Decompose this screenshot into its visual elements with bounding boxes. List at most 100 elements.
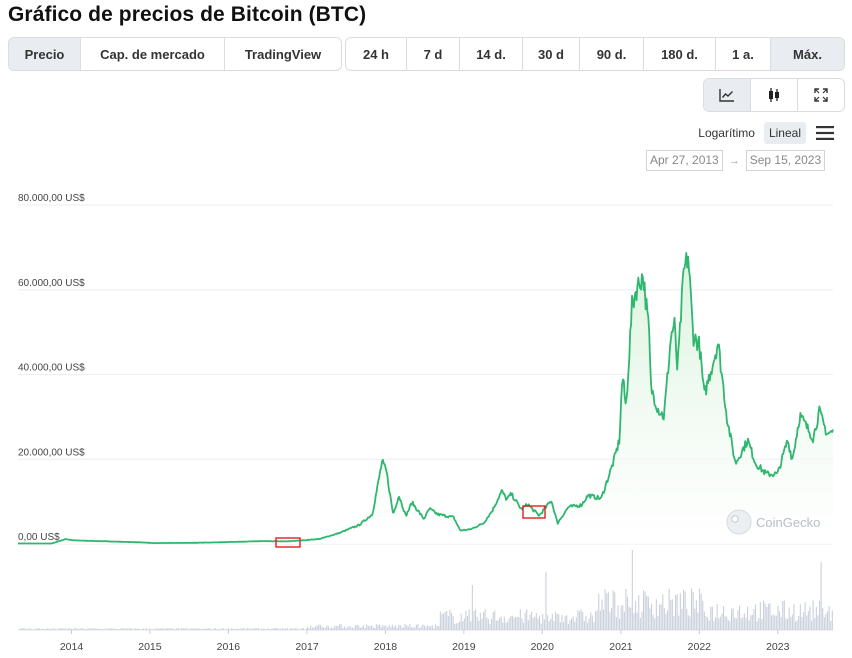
date-to-input[interactable]: Sep 15, 2023: [745, 150, 826, 171]
volume-bar: [311, 627, 313, 630]
volume-bar: [710, 606, 712, 630]
tab-14d[interactable]: 14 d.: [460, 38, 523, 70]
volume-bar: [444, 611, 446, 630]
volume-bar: [269, 629, 271, 630]
hamburger-menu-icon[interactable]: [816, 126, 834, 140]
volume-bar: [242, 628, 244, 630]
volume-bar: [319, 624, 321, 630]
volume-bar: [125, 628, 127, 630]
volume-bar: [534, 616, 536, 630]
tab-1y[interactable]: 1 a.: [716, 38, 771, 70]
volume-bar: [694, 608, 696, 630]
volume-bar: [61, 628, 63, 630]
volume-bar: [112, 628, 114, 630]
volume-bar: [671, 599, 673, 630]
volume-bar: [591, 615, 593, 630]
volume-bar: [783, 600, 785, 630]
volume-bar: [785, 618, 787, 630]
volume-bar: [114, 629, 116, 630]
volume-bar: [569, 620, 571, 630]
linear-scale-option[interactable]: Lineal: [763, 122, 806, 144]
volume-bar: [726, 616, 728, 630]
volume-bar: [639, 617, 641, 630]
volume-bar: [511, 615, 513, 630]
volume-bar: [615, 617, 617, 630]
volume-bar: [184, 628, 186, 630]
volume-bar: [298, 629, 300, 630]
volume-bar: [551, 613, 553, 630]
volume-bar: [531, 611, 533, 630]
volume-bar: [224, 629, 226, 630]
x-tick-label: 2021: [609, 641, 633, 653]
tab-7d[interactable]: 7 d: [407, 38, 460, 70]
volume-bar: [673, 616, 675, 630]
volume-bar: [609, 612, 611, 630]
volume-bar: [403, 627, 405, 630]
volume-bar: [419, 628, 421, 630]
volume-bar: [321, 626, 323, 630]
tab-30d[interactable]: 30 d: [523, 38, 580, 70]
volume-bar: [361, 626, 363, 630]
tab-tradingview[interactable]: TradingView: [244, 46, 322, 62]
volume-bar: [438, 626, 440, 630]
volume-bar: [218, 628, 220, 630]
volume-bar: [780, 617, 782, 630]
volume-bar: [630, 607, 632, 630]
y-tick-label: 60.000,00 US$: [18, 278, 85, 289]
volume-bar: [750, 615, 752, 630]
tab-180d[interactable]: 180 d.: [644, 38, 716, 70]
volume-bar: [22, 628, 24, 630]
tab-market-cap[interactable]: Cap. de mercado: [81, 38, 225, 70]
volume-bar: [40, 628, 42, 630]
volume-bar: [306, 628, 308, 630]
volume-bar: [481, 618, 483, 630]
log-scale-option[interactable]: Logarítimo: [698, 126, 755, 140]
volume-bar: [85, 629, 87, 630]
volume-bar: [126, 628, 128, 630]
tab-90d[interactable]: 90 d.: [580, 38, 644, 70]
volume-bar: [390, 626, 392, 630]
tab-24h[interactable]: 24 h: [346, 38, 407, 70]
volume-bar: [699, 588, 701, 630]
tab-max[interactable]: Máx.: [771, 38, 844, 70]
volume-bar: [262, 628, 264, 630]
range-tab-group: 24 h 7 d 14 d. 30 d 90 d. 180 d. 1 a. Má…: [345, 37, 845, 71]
volume-bar: [740, 618, 742, 630]
volume-bar: [767, 603, 769, 630]
volume-bar: [467, 616, 469, 630]
volume-bar: [505, 622, 507, 630]
candlestick-button[interactable]: [751, 79, 798, 111]
volume-bar: [547, 615, 549, 630]
x-tick-label: 2023: [766, 641, 790, 653]
volume-bar: [524, 612, 526, 630]
volume-bar: [668, 588, 670, 630]
volume-bar: [202, 629, 204, 630]
volume-bar: [275, 628, 277, 630]
date-from-input[interactable]: Apr 27, 2013: [646, 150, 723, 171]
fullscreen-button[interactable]: [798, 79, 844, 111]
volume-bar: [718, 618, 720, 630]
volume-bar: [235, 628, 237, 630]
volume-bar: [288, 629, 290, 630]
volume-bar: [417, 624, 419, 630]
volume-bar: [414, 627, 416, 630]
volume-bar: [122, 628, 124, 630]
line-chart-button[interactable]: [704, 79, 751, 111]
volume-bar: [53, 628, 55, 630]
volume-bar: [548, 621, 550, 630]
volume-bar: [769, 603, 771, 630]
volume-bar: [90, 628, 92, 630]
volume-bar: [278, 629, 280, 630]
volume-bar: [69, 628, 71, 630]
volume-bar: [246, 628, 248, 630]
volume-bar: [793, 604, 795, 630]
volume-bar: [256, 628, 258, 630]
volume-bar: [213, 628, 215, 630]
volume-bar: [238, 629, 240, 630]
volume-bar: [294, 628, 296, 630]
volume-bar: [160, 628, 162, 630]
tab-price[interactable]: Precio: [9, 38, 81, 70]
volume-bar: [323, 627, 325, 630]
volume-bar: [585, 616, 587, 630]
volume-bar: [628, 606, 630, 630]
